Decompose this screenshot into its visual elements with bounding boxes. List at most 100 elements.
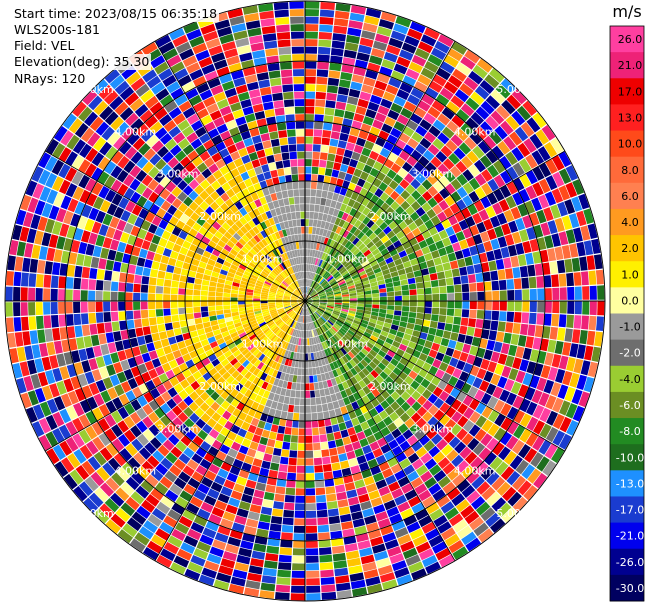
velocity-ray	[305, 27, 440, 301]
range-gate	[192, 222, 202, 232]
range-gate	[324, 372, 331, 380]
range-gate	[312, 298, 320, 301]
range-gate	[296, 280, 300, 288]
range-gate	[320, 316, 326, 323]
azimuth-spoke	[304, 300, 456, 562]
range-gate	[487, 228, 497, 240]
range-gate	[344, 261, 351, 268]
range-gate	[120, 359, 130, 371]
range-gate	[65, 289, 73, 301]
range-gate	[276, 402, 284, 411]
range-gate	[238, 501, 251, 511]
range-gate	[410, 178, 421, 190]
range-gate	[328, 318, 335, 325]
range-gate	[74, 387, 86, 402]
range-gate	[326, 308, 333, 312]
range-gate	[230, 379, 239, 388]
range-gate	[521, 464, 536, 480]
range-gate	[264, 422, 272, 431]
range-gate	[230, 151, 241, 161]
range-gate	[237, 45, 251, 55]
range-gate	[451, 454, 464, 468]
range-gate	[144, 360, 155, 371]
range-gate	[315, 242, 321, 251]
range-gate	[156, 316, 165, 325]
range-gate	[70, 240, 81, 253]
range-gate	[411, 54, 427, 67]
range-gate	[390, 324, 399, 331]
range-gate	[353, 424, 363, 434]
range-gate	[154, 61, 169, 75]
range-gate	[312, 301, 320, 304]
range-gate	[344, 42, 359, 52]
range-gate	[385, 395, 395, 406]
range-gate	[250, 274, 259, 280]
range-gate	[432, 168, 444, 180]
range-gate	[335, 101, 347, 111]
range-gate	[258, 353, 266, 362]
range-gate	[32, 183, 45, 199]
range-gate	[262, 285, 270, 290]
range-gate	[484, 281, 492, 291]
range-gate	[260, 230, 268, 239]
range-gate	[268, 295, 276, 298]
range-gate	[182, 353, 192, 362]
range-gate	[311, 166, 319, 175]
range-gate	[391, 560, 407, 572]
range-gate	[323, 357, 329, 365]
range-gate	[336, 589, 352, 599]
range-gate	[478, 209, 490, 221]
velocity-ray	[244, 301, 305, 597]
range-gate	[273, 378, 280, 386]
range-gate	[293, 540, 305, 548]
range-gate	[290, 302, 298, 305]
range-gate	[239, 377, 248, 386]
range-gate	[292, 242, 297, 250]
range-gate	[396, 263, 405, 271]
range-gate	[334, 109, 345, 118]
range-gate	[513, 278, 522, 290]
range-gate	[496, 502, 512, 518]
range-gate	[109, 74, 125, 90]
range-gate	[531, 197, 543, 212]
range-gate	[240, 316, 248, 322]
range-gate	[63, 473, 78, 490]
range-gate	[370, 260, 378, 267]
range-gate	[549, 261, 558, 275]
range-gate	[169, 28, 185, 41]
range-gate	[522, 289, 530, 301]
range-gate	[391, 488, 404, 499]
range-gate	[268, 162, 277, 171]
range-gate	[503, 332, 512, 344]
range-gate	[405, 386, 416, 396]
range-gate	[298, 420, 305, 428]
range-gate	[417, 74, 432, 87]
range-gate	[121, 127, 135, 141]
range-gate	[425, 561, 441, 574]
range-gate	[223, 301, 231, 306]
velocity-ray	[290, 301, 305, 601]
range-gate	[277, 289, 285, 293]
range-gate	[59, 327, 68, 340]
range-gate	[357, 294, 365, 298]
range-gate	[517, 384, 529, 398]
range-gate	[297, 368, 302, 376]
range-gate	[372, 301, 380, 305]
range-gate	[382, 252, 392, 260]
range-gate	[310, 305, 317, 310]
range-gate	[418, 240, 428, 249]
range-gate	[363, 249, 372, 257]
range-gate	[407, 138, 419, 149]
range-gate	[435, 264, 444, 273]
azimuth-spokes	[5, 1, 605, 601]
range-gate	[329, 337, 336, 345]
range-gate	[340, 327, 347, 334]
range-gate	[66, 314, 74, 326]
range-gate	[198, 333, 207, 342]
range-gate	[301, 308, 304, 316]
range-gate	[552, 287, 560, 300]
range-gate	[173, 209, 184, 220]
range-gate	[88, 279, 97, 290]
range-gate	[399, 49, 414, 61]
range-gate	[517, 203, 529, 217]
